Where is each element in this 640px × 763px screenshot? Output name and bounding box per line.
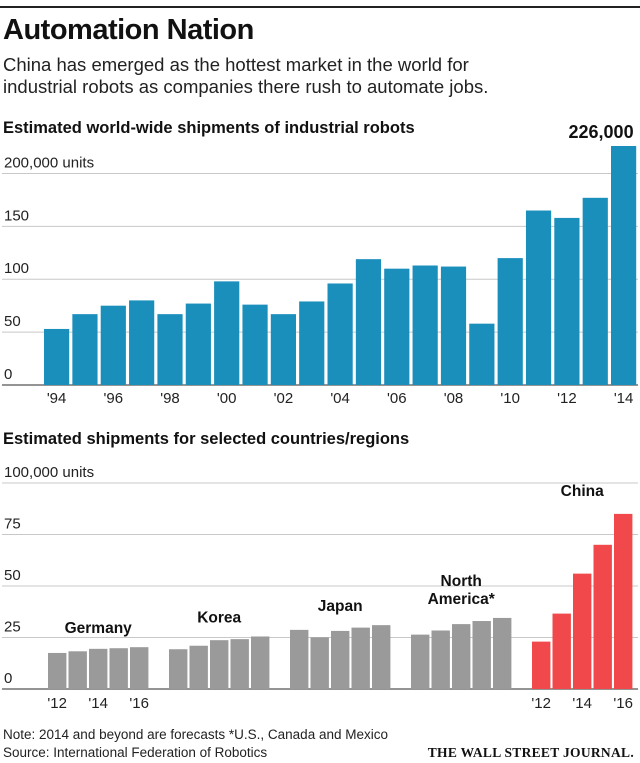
- chart2-bar-korea-2015: [230, 639, 249, 689]
- chart2-bar-north-america--2016: [493, 617, 512, 689]
- chart1-bar-2014: [611, 146, 637, 385]
- chart2-bar-korea-2014: [210, 640, 229, 689]
- top-rule: [0, 6, 640, 8]
- subtitle-line-2: industrial robots as companies there rus…: [3, 76, 489, 97]
- chart2-bar-germany-2016: [130, 647, 149, 689]
- chart2-xtick-label: '12: [47, 695, 67, 712]
- chart2-ytick-label: 25: [4, 619, 21, 636]
- chart1-xtick-label: '08: [444, 390, 464, 407]
- chart2-title: Estimated shipments for selected countri…: [3, 430, 410, 448]
- chart2-group-label: Germany: [65, 620, 133, 637]
- page-title: Automation Nation: [3, 14, 254, 46]
- chart2-group-label: America*: [428, 591, 496, 608]
- chart2-bar-japan-2015: [351, 627, 370, 689]
- chart2-bar-china-2015: [593, 544, 612, 689]
- chart2-ytick-label: 0: [4, 670, 12, 687]
- chart2-bar-korea-2016: [251, 636, 270, 689]
- chart1-ytick-label: 150: [4, 207, 29, 224]
- chart2-bar-japan-2013: [310, 637, 329, 689]
- chart2-bar-japan-2012: [290, 629, 309, 689]
- chart2-bar-korea-2013: [189, 645, 208, 689]
- chart2-bar-north-america--2012: [411, 634, 430, 689]
- chart1-bar-2009: [469, 323, 495, 385]
- chart1-bar-2002: [270, 314, 296, 385]
- chart1-bar-2004: [327, 283, 353, 385]
- chart1-xtick-label: '10: [500, 390, 520, 407]
- chart2-bar-japan-2014: [331, 630, 350, 689]
- chart1-bar-2007: [412, 265, 438, 385]
- chart1-bar-1994: [44, 328, 70, 385]
- chart2-bar-korea-2012: [169, 649, 188, 689]
- chart1-bar-1998: [157, 314, 183, 385]
- chart1-bar-2000: [214, 281, 240, 385]
- chart1-bar-2006: [384, 268, 410, 385]
- chart1-bar-2005: [355, 259, 382, 385]
- chart2-bar-north-america--2015: [472, 621, 491, 689]
- chart1-bar-1996: [100, 305, 126, 385]
- chart2-bar-germany-2015: [109, 648, 128, 689]
- chart2-bar-north-america--2013: [431, 630, 450, 689]
- chart1-bar-2008: [440, 266, 467, 385]
- chart2-bar-germany-2012: [48, 652, 67, 689]
- chart2-xtick-label: '14: [88, 695, 108, 712]
- chart2-group-label: China: [561, 483, 604, 500]
- chart2-group-label: North: [441, 573, 482, 590]
- chart2-bar-china-2012: [532, 641, 551, 689]
- chart2-ytick-label: 50: [4, 567, 21, 584]
- footer-note: Note: 2014 and beyond are forecasts *U.S…: [3, 727, 388, 742]
- page-subtitle: China has emerged as the hottest market …: [3, 54, 633, 98]
- chart2-bar-germany-2014: [89, 648, 108, 689]
- chart1-bar-1995: [72, 314, 98, 385]
- chart1-ytick-label: 200,000 units: [4, 154, 94, 171]
- footer-source: Source: International Federation of Robo…: [3, 745, 268, 760]
- chart1-bar-2010: [497, 258, 523, 385]
- chart2-group-label: Japan: [318, 598, 363, 615]
- chart2-xtick-label: '14: [572, 695, 592, 712]
- chart2-xtick-label: '16: [613, 695, 633, 712]
- chart1-bar-1997: [129, 300, 155, 385]
- subtitle-line-1: China has emerged as the hottest market …: [3, 54, 469, 75]
- chart1-bar-2012: [554, 217, 580, 385]
- chart2-bar-north-america--2014: [452, 624, 471, 689]
- chart1-xtick-label: '12: [557, 390, 577, 407]
- chart2-ytick-label: 75: [4, 516, 21, 533]
- chart1-bar-1999: [185, 303, 211, 385]
- chart2-bar-china-2016: [614, 513, 633, 689]
- chart1-bar-2003: [299, 301, 325, 385]
- chart1-bar-2013: [582, 197, 608, 385]
- chart2-group-label: Korea: [197, 609, 241, 626]
- chart1-xtick-label: '02: [274, 390, 294, 407]
- chart1-ytick-label: 0: [4, 366, 12, 383]
- chart2-bar-china-2014: [573, 573, 592, 689]
- chart2-bar-china-2013: [552, 613, 571, 689]
- chart2-bar-germany-2013: [68, 651, 87, 689]
- chart1-xtick-label: '06: [387, 390, 407, 407]
- chart2-ytick-label: 100,000 units: [4, 464, 94, 481]
- chart1-title: Estimated world-wide shipments of indust…: [3, 119, 415, 137]
- chart1-xtick-label: '00: [217, 390, 237, 407]
- chart2-bar-japan-2016: [372, 625, 391, 689]
- chart1-xtick-label: '96: [104, 390, 124, 407]
- chart1-xtick-label: '14: [614, 390, 634, 407]
- chart1-ytick-label: 50: [4, 313, 21, 330]
- chart2-xtick-label: '12: [531, 695, 551, 712]
- chart2-xtick-label: '16: [129, 695, 149, 712]
- chart1-annotation: 226,000: [569, 122, 634, 142]
- chart1-xtick-label: '94: [47, 390, 67, 407]
- chart1-bar-2001: [242, 304, 268, 385]
- chart1-xtick-label: '04: [330, 390, 350, 407]
- chart1-xtick-label: '98: [160, 390, 180, 407]
- chart1-bar-2011: [525, 210, 552, 385]
- chart1-ytick-label: 100: [4, 260, 29, 277]
- wsj-logo: THE WALL STREET JOURNAL.: [427, 745, 634, 760]
